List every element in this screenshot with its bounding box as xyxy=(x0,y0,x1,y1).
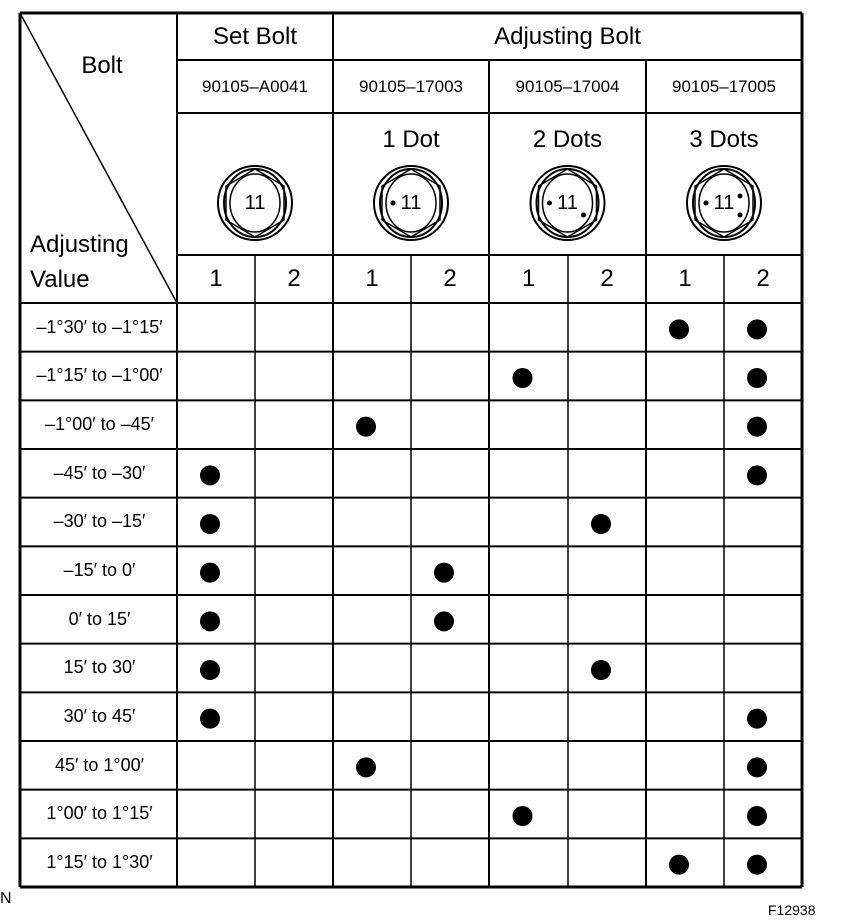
selection-dot xyxy=(512,806,533,826)
selection-dot xyxy=(200,611,220,632)
bolt-marking-label: 2 Dots xyxy=(532,126,603,153)
selection-dot xyxy=(434,562,454,583)
adjusting-value-label: 0′ to 15′ xyxy=(68,608,131,629)
group-adjusting-bolt: Adjusting Bolt xyxy=(494,22,641,50)
adjusting-value-label: –1°30′ to –1°15′ xyxy=(36,316,163,337)
bolt-head-icon xyxy=(217,165,293,241)
bolt-head-number: 11 xyxy=(557,191,578,214)
corner-value-label: Value xyxy=(30,266,90,293)
bolt-head-icon xyxy=(529,165,606,241)
selection-dot xyxy=(747,757,767,778)
selection-dot xyxy=(512,368,533,388)
bolt-part-number: 90105–17003 xyxy=(358,76,463,96)
selection-dot xyxy=(747,708,767,729)
group-set-bolt: Set Bolt xyxy=(212,22,298,50)
subcolumn-header: 2 xyxy=(600,265,614,292)
bolt-marking-label: 1 Dot xyxy=(382,126,440,153)
bolt-head-number: 11 xyxy=(244,191,266,214)
selection-dot xyxy=(356,757,376,778)
bolt-head-number: 11 xyxy=(400,191,422,214)
selection-dot xyxy=(200,708,220,729)
subcolumn-header: 2 xyxy=(287,265,301,292)
adjusting-value-label: 15′ to 30′ xyxy=(63,657,136,678)
footer-left-mark: N xyxy=(0,890,12,907)
selection-dot xyxy=(200,562,220,583)
corner-bolt-label: Bolt xyxy=(81,52,123,79)
selection-dot xyxy=(747,465,767,486)
adjusting-value-label: –45′ to –30′ xyxy=(53,462,146,483)
selection-dot xyxy=(200,465,220,486)
adjusting-value-label: –1°15′ to –1°00′ xyxy=(36,365,163,386)
selection-dot xyxy=(747,806,767,826)
subcolumn-header: 2 xyxy=(443,265,457,292)
selection-dot xyxy=(434,611,454,632)
adjusting-value-label: –30′ to –15′ xyxy=(53,511,146,532)
subcolumn-header: 1 xyxy=(521,265,536,292)
bolt-part-number: 90105–A0041 xyxy=(202,76,308,96)
selection-dot xyxy=(591,660,611,680)
selection-dot xyxy=(591,514,611,534)
adjusting-value-label: –15′ to 0′ xyxy=(63,560,136,581)
adjusting-value-label: 45′ to 1°00′ xyxy=(54,754,144,775)
selection-dot xyxy=(669,319,689,340)
subcolumn-header: 1 xyxy=(678,265,692,292)
bolt-head-icon xyxy=(373,165,449,241)
selection-dot xyxy=(200,660,220,680)
subcolumn-header: 1 xyxy=(365,265,379,292)
adjusting-value-label: 30′ to 45′ xyxy=(63,706,136,727)
subcolumn-header: 1 xyxy=(209,265,223,292)
selection-dot xyxy=(669,854,689,875)
corner-diagonal xyxy=(19,12,178,304)
bolt-marking-label: 3 Dots xyxy=(689,126,759,153)
adjusting-value-label: –1°00′ to –45′ xyxy=(44,414,155,435)
figure-id: F12938 xyxy=(768,902,816,918)
bolt-head-number: 11 xyxy=(713,191,735,214)
corner-adjusting-label: Adjusting xyxy=(30,231,129,258)
selection-dot xyxy=(356,416,376,437)
selection-dot xyxy=(747,368,767,388)
adjusting-value-label: 1°00′ to 1°15′ xyxy=(46,803,153,824)
adjusting-value-label: 1°15′ to 1°30′ xyxy=(46,852,153,873)
bolt-part-number: 90105–17004 xyxy=(515,76,620,96)
selection-dot xyxy=(747,416,767,437)
selection-dot xyxy=(747,854,767,875)
bolt-head-icon xyxy=(686,165,762,241)
selection-dot xyxy=(200,514,220,534)
bolt-part-number: 90105–17005 xyxy=(671,76,776,96)
selection-dot xyxy=(747,319,767,340)
subcolumn-header: 2 xyxy=(756,265,770,292)
